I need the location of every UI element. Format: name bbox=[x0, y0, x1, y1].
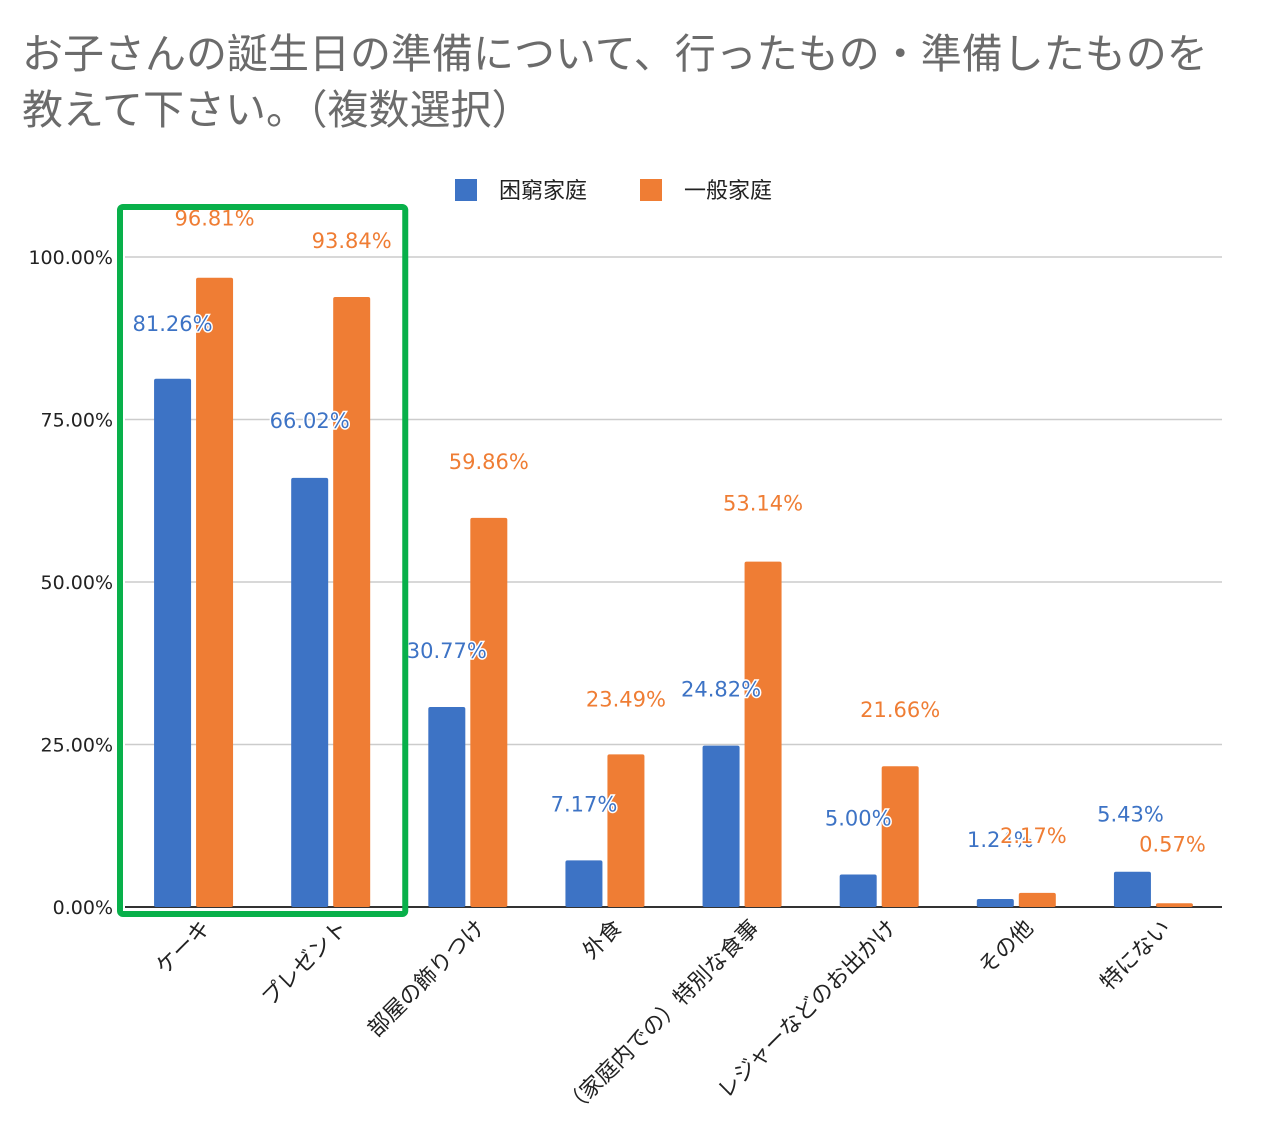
bar-ippan bbox=[470, 517, 508, 907]
x-category-label: ケーキ bbox=[151, 916, 215, 980]
x-category-label: 部屋の飾りつけ bbox=[363, 916, 490, 1043]
y-tick-label: 100.00% bbox=[28, 247, 113, 269]
y-axis-ticks: 0.00% 25.00% 50.00% 75.00% 100.00% bbox=[28, 247, 113, 919]
data-label: 21.66% bbox=[860, 698, 940, 722]
bars bbox=[154, 277, 1193, 907]
data-label: 24.82% bbox=[681, 678, 761, 702]
bar-konkyu bbox=[291, 477, 329, 907]
data-label: 23.49% bbox=[586, 687, 666, 711]
bar-konkyu bbox=[702, 745, 740, 907]
legend-label: 困窮家庭 bbox=[499, 179, 587, 204]
bar-konkyu bbox=[839, 874, 877, 907]
bar-ippan bbox=[196, 277, 234, 907]
y-tick-label: 25.00% bbox=[41, 735, 113, 757]
legend: 困窮家庭 一般家庭 bbox=[455, 179, 772, 204]
x-category-label: その他 bbox=[974, 916, 1038, 980]
bar-ippan bbox=[881, 766, 919, 907]
legend-swatch bbox=[640, 179, 662, 201]
bar-konkyu bbox=[976, 898, 1014, 907]
data-label: 81.26% bbox=[133, 312, 213, 336]
highlight-box bbox=[117, 204, 409, 917]
y-tick-label: 75.00% bbox=[41, 410, 113, 432]
x-axis-categories: ケーキ プレゼント 部屋の飾りつけ 外食（家庭内での）特別な食事レジャーなどのお出かけ… bbox=[151, 916, 1175, 1120]
data-label: 5.00% bbox=[825, 807, 892, 831]
data-label: 7.17% bbox=[551, 792, 618, 816]
data-label: 30.77% bbox=[407, 639, 487, 663]
data-label: 1.24% bbox=[967, 828, 1034, 852]
bar-konkyu bbox=[428, 706, 466, 907]
x-category-label: プレゼント bbox=[257, 916, 352, 1011]
bar-ippan bbox=[333, 297, 371, 907]
data-label: 66.02% bbox=[270, 409, 350, 433]
bar-konkyu bbox=[565, 860, 603, 907]
bar-konkyu bbox=[1113, 871, 1151, 907]
bar-ippan bbox=[1018, 892, 1056, 907]
legend-swatch bbox=[455, 179, 477, 201]
data-label: 96.81% bbox=[175, 207, 255, 231]
bar-konkyu bbox=[154, 378, 192, 907]
data-label: 53.14% bbox=[723, 492, 803, 516]
data-labels: 81.26% 96.81% 66.02% 93.84% 30.77% 59.86% 7.17… bbox=[131, 205, 1207, 858]
y-tick-label: 50.00% bbox=[41, 572, 113, 594]
bar-ippan bbox=[607, 754, 645, 907]
data-label: 93.84% bbox=[312, 229, 392, 253]
legend-label: 一般家庭 bbox=[684, 179, 772, 204]
gridlines bbox=[125, 256, 1222, 908]
highlight-rectangle bbox=[117, 204, 409, 917]
data-label: 5.43% bbox=[1097, 803, 1164, 827]
data-label: 2.17% bbox=[1000, 824, 1067, 848]
x-category-label: 特にない bbox=[1096, 916, 1176, 996]
bar-ippan bbox=[744, 561, 782, 907]
x-category-label: 外食 bbox=[578, 916, 627, 965]
bar-ippan bbox=[1155, 903, 1193, 907]
data-label: 59.86% bbox=[449, 450, 529, 474]
data-label: 0.57% bbox=[1139, 832, 1206, 856]
y-tick-label: 0.00% bbox=[53, 897, 113, 919]
chart-title: お子さんの誕生日の準備について、行ったもの・準備したものを 教えて下さい。（複数… bbox=[22, 30, 1208, 134]
